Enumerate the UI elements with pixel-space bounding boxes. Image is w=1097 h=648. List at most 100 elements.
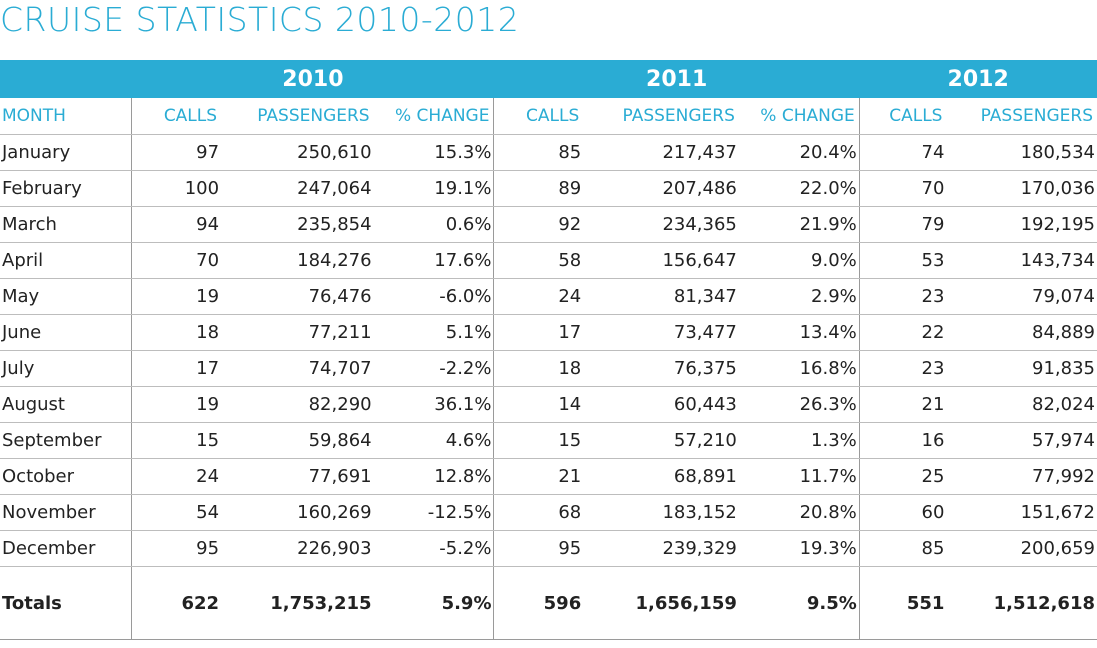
change-2010-cell: 17.6%: [373, 242, 494, 279]
passengers-2011-cell: 239,329: [583, 530, 739, 567]
calls-2010-cell: 18: [131, 314, 222, 351]
column-header-passengers-2010: PASSENGERS: [221, 98, 374, 135]
passengers-2010-cell: 76,476: [221, 278, 374, 315]
calls-2012-cell: 74: [858, 134, 947, 171]
month-cell: September: [0, 422, 132, 459]
calls-2012-cell: 23: [858, 278, 947, 315]
passengers-2010-cell: 235,854: [221, 206, 374, 243]
column-header-row: MONTH CALLS PASSENGERS % CHANGE CALLS PA…: [0, 98, 1097, 135]
year-header-empty: [0, 60, 132, 98]
month-cell: November: [0, 494, 132, 531]
passengers-2012-cell: 57,974: [946, 422, 1097, 459]
passengers-2011-cell: 68,891: [583, 458, 739, 495]
change-2011-cell: 11.7%: [738, 458, 860, 495]
passengers-2011-cell: 183,152: [583, 494, 739, 531]
passengers-2012-cell: 200,659: [946, 530, 1097, 567]
totals-change-2011-cell: 9.5%: [738, 566, 860, 640]
calls-2010-cell: 19: [131, 386, 222, 423]
passengers-2010-cell: 250,610: [221, 134, 374, 171]
totals-calls-2012-cell: 551: [858, 566, 947, 640]
calls-2012-cell: 23: [858, 350, 947, 387]
change-2011-cell: 9.0%: [738, 242, 860, 279]
passengers-2011-cell: 207,486: [583, 170, 739, 207]
calls-2010-cell: 97: [131, 134, 222, 171]
calls-2011-cell: 17: [493, 314, 584, 351]
calls-2012-cell: 25: [858, 458, 947, 495]
totals-change-2010-cell: 5.9%: [373, 566, 494, 640]
calls-2011-cell: 24: [493, 278, 584, 315]
calls-2010-cell: 100: [131, 170, 222, 207]
column-header-month: MONTH: [0, 98, 132, 135]
change-2010-cell: -2.2%: [373, 350, 494, 387]
calls-2011-cell: 15: [493, 422, 584, 459]
change-2010-cell: 12.8%: [373, 458, 494, 495]
table-row: May 19 76,476 -6.0% 24 81,347 2.9% 23 79,074: [0, 278, 1097, 315]
month-cell: August: [0, 386, 132, 423]
calls-2010-cell: 54: [131, 494, 222, 531]
month-cell: May: [0, 278, 132, 315]
passengers-2011-cell: 81,347: [583, 278, 739, 315]
passengers-2011-cell: 217,437: [583, 134, 739, 171]
column-header-passengers-2011: PASSENGERS: [583, 98, 739, 135]
table-row: November 54 160,269 -12.5% 68 183,152 20.8% 60 1…: [0, 494, 1097, 531]
passengers-2010-cell: 247,064: [221, 170, 374, 207]
table-body: January 97 250,610 15.3% 85 217,437 20.4% 74 180…: [0, 134, 1097, 640]
table-row: August 19 82,290 36.1% 14 60,443 26.3% 21 82,024: [0, 386, 1097, 423]
change-2011-cell: 22.0%: [738, 170, 860, 207]
change-2010-cell: 0.6%: [373, 206, 494, 243]
passengers-2012-cell: 91,835: [946, 350, 1097, 387]
passengers-2010-cell: 160,269: [221, 494, 374, 531]
passengers-2010-cell: 77,211: [221, 314, 374, 351]
change-2010-cell: 5.1%: [373, 314, 494, 351]
totals-passengers-2012-cell: 1,512,618: [946, 566, 1097, 640]
calls-2011-cell: 68: [493, 494, 584, 531]
change-2011-cell: 26.3%: [738, 386, 860, 423]
calls-2011-cell: 85: [493, 134, 584, 171]
calls-2010-cell: 95: [131, 530, 222, 567]
cruise-statistics-table: 2010 2011 2012 MONTH CALLS PASSENGERS % …: [0, 60, 1097, 640]
passengers-2012-cell: 170,036: [946, 170, 1097, 207]
passengers-2012-cell: 180,534: [946, 134, 1097, 171]
passengers-2012-cell: 143,734: [946, 242, 1097, 279]
month-cell: July: [0, 350, 132, 387]
passengers-2010-cell: 226,903: [221, 530, 374, 567]
table-row: July 17 74,707 -2.2% 18 76,375 16.8% 23 91,835: [0, 350, 1097, 387]
calls-2010-cell: 17: [131, 350, 222, 387]
change-2011-cell: 13.4%: [738, 314, 860, 351]
change-2011-cell: 2.9%: [738, 278, 860, 315]
table-row: March 94 235,854 0.6% 92 234,365 21.9% 79 192,19…: [0, 206, 1097, 243]
calls-2012-cell: 21: [858, 386, 947, 423]
change-2011-cell: 21.9%: [738, 206, 860, 243]
passengers-2010-cell: 77,691: [221, 458, 374, 495]
change-2011-cell: 1.3%: [738, 422, 860, 459]
change-2011-cell: 20.4%: [738, 134, 860, 171]
calls-2012-cell: 60: [858, 494, 947, 531]
calls-2012-cell: 22: [858, 314, 947, 351]
calls-2011-cell: 58: [493, 242, 584, 279]
year-header-2012: 2012: [859, 60, 1097, 98]
year-header-2010: 2010: [131, 60, 494, 98]
month-cell: April: [0, 242, 132, 279]
passengers-2011-cell: 60,443: [583, 386, 739, 423]
change-2010-cell: 15.3%: [373, 134, 494, 171]
passengers-2011-cell: 76,375: [583, 350, 739, 387]
calls-2012-cell: 70: [858, 170, 947, 207]
column-header-calls-2012: CALLS: [858, 98, 947, 135]
passengers-2012-cell: 79,074: [946, 278, 1097, 315]
table-row: December 95 226,903 -5.2% 95 239,329 19.3% 85 20…: [0, 530, 1097, 567]
calls-2011-cell: 89: [493, 170, 584, 207]
month-cell: February: [0, 170, 132, 207]
table-row: September 15 59,864 4.6% 15 57,210 1.3% 16 57,97…: [0, 422, 1097, 459]
month-cell: October: [0, 458, 132, 495]
column-header-passengers-2012: PASSENGERS: [946, 98, 1097, 135]
year-header-2011: 2011: [493, 60, 860, 98]
totals-label: Totals: [0, 566, 132, 640]
change-2010-cell: 4.6%: [373, 422, 494, 459]
calls-2010-cell: 19: [131, 278, 222, 315]
calls-2010-cell: 70: [131, 242, 222, 279]
totals-calls-2011-cell: 596: [493, 566, 584, 640]
change-2010-cell: -5.2%: [373, 530, 494, 567]
column-header-calls-2010: CALLS: [131, 98, 222, 135]
calls-2012-cell: 85: [858, 530, 947, 567]
totals-row: Totals 622 1,753,215 5.9% 596 1,656,159 9.5% 55…: [0, 566, 1097, 640]
